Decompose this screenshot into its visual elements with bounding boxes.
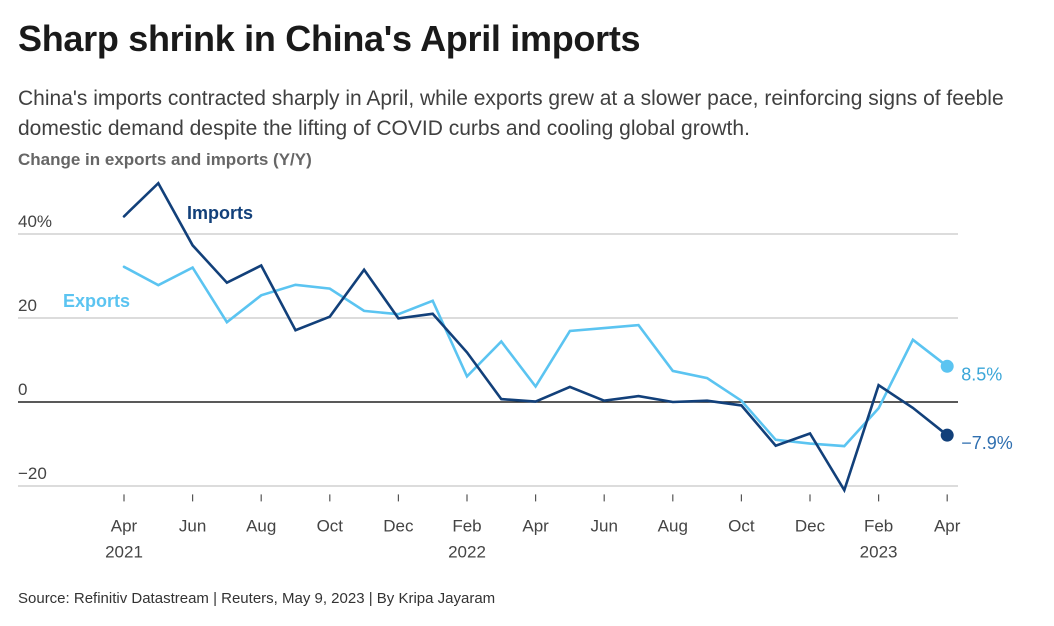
y-tick-label: −20 <box>18 464 47 483</box>
imports-end-label: −7.9% <box>961 433 1013 453</box>
x-tick-label: Dec <box>795 516 826 535</box>
series-lines <box>122 181 954 494</box>
x-tick-label: Jun <box>179 516 206 535</box>
exports-end-dot <box>940 359 954 373</box>
y-tick-label: 20 <box>18 296 37 315</box>
x-tick-label: Apr <box>522 516 549 535</box>
x-tick-year: 2022 <box>448 542 486 561</box>
y-axis-label: Change in exports and imports (Y/Y) <box>18 150 312 169</box>
x-tick-year: 2023 <box>860 542 898 561</box>
imports-end-dot <box>940 428 954 442</box>
line-chart: 40% 20 0 −20 Apr 2021 Jun Aug Oct Dec Feb 2022 Apr J… <box>18 181 1013 561</box>
chart-title: Sharp shrink in China's April imports <box>18 18 641 59</box>
x-tick-label: Oct <box>317 516 344 535</box>
x-tick-label: Apr <box>934 516 961 535</box>
x-tick-label: Dec <box>383 516 414 535</box>
grid-lines <box>18 233 958 487</box>
x-tick-label: Feb <box>452 516 481 535</box>
exports-end-label: 8.5% <box>961 364 1002 384</box>
y-tick-label: 40% <box>18 212 52 231</box>
x-tick-label: Aug <box>246 516 276 535</box>
x-tick-label: Apr <box>111 516 138 535</box>
y-tick-label: 0 <box>18 380 27 399</box>
x-tick-year: 2021 <box>105 542 143 561</box>
x-tick-label: Aug <box>658 516 688 535</box>
x-tick-label: Feb <box>864 516 893 535</box>
series-labels: 8.5% Exports −7.9% Imports <box>63 203 1013 453</box>
chart-subtitle: China's imports contracted sharply in Ap… <box>18 87 1004 140</box>
exports-series-label: Exports <box>63 291 130 311</box>
source-note: Source: Refinitiv Datastream | Reuters, … <box>18 590 496 607</box>
y-tick-labels: 40% 20 0 −20 <box>18 212 52 483</box>
x-axis: Apr 2021 Jun Aug Oct Dec Feb 2022 Apr Jun Aug Oct De… <box>105 494 961 561</box>
x-tick-label: Oct <box>728 516 755 535</box>
x-tick-label: Jun <box>590 516 617 535</box>
imports-line <box>122 181 949 494</box>
exports-line <box>122 265 949 448</box>
imports-series-label: Imports <box>187 203 253 223</box>
